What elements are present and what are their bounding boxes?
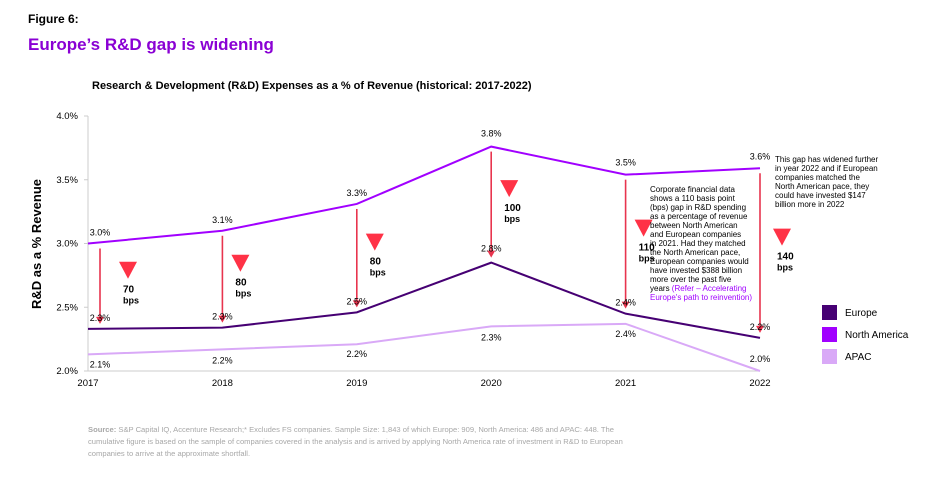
annotation-2022-line: could have invested $147 [775,191,866,200]
data-label: 2.5% [347,296,368,306]
gap-down-triangle-icon [634,219,653,237]
x-tick-label: 2017 [77,378,98,389]
gap-unit: bps [370,268,386,278]
gap-unit: bps [639,254,655,264]
series-line-europe [87,261,761,339]
gap-value: 80 [370,257,382,268]
annotation-2021-line: Corporate financial data [650,185,735,194]
series-line-apac [87,322,761,372]
x-tick-label: 2019 [346,378,367,389]
gap-down-triangle-icon [231,254,250,272]
legend-label: Europe [845,308,878,319]
gap-value: 140 [777,252,794,263]
legend-swatch [822,349,837,364]
figure-label: Figure 6: [28,12,79,26]
annotation-2021-line: (bps) gap in R&D spending [650,203,746,212]
y-tick-label: 2.0% [56,366,78,377]
annotation-2021-line: the North American pace, [650,248,740,257]
data-label: 3.0% [90,228,111,238]
annotation-2021-line: shows a 110 basis point [650,194,736,203]
data-label: 3.8% [481,129,502,139]
data-label: 3.1% [212,215,233,225]
data-label: 2.2% [347,349,368,359]
data-label: 3.5% [615,158,636,168]
source-label: Source: [88,425,117,434]
annotation-2021-line: as a percentage of revenue [650,212,748,221]
data-label: 3.3% [347,188,368,198]
y-axis-label: R&D as a % Revenue [29,179,44,309]
x-tick-label: 2021 [615,378,636,389]
annotation-2021-line: in 2021. Had they matched [650,239,746,248]
data-label: 3.6% [750,151,771,161]
series-line-north-america [87,145,761,245]
headline: Europe’s R&D gap is widening [28,35,274,54]
gap-unit: bps [123,296,139,306]
data-label: 2.3% [481,332,502,342]
gap-value: 100 [504,203,521,214]
annotation-2022-line: billion more in 2022 [775,200,845,209]
gap-value: 110 [639,243,656,254]
data-label: 2.2% [750,322,771,332]
gap-unit: bps [777,263,793,273]
y-tick-label: 4.0% [56,111,78,122]
source-note: Source: S&P Capital IQ, Accenture Resear… [88,424,648,460]
annotation-2021-tail: years (Refer – Accelerating [650,284,747,293]
gap-arrowhead [218,315,227,323]
gap-unit: bps [504,214,520,224]
gap-down-triangle-icon [365,233,384,251]
gap-down-triangle-icon [773,228,791,246]
legend-label: APAC [845,352,872,363]
gap-value: 70 [123,285,135,296]
gap-unit: bps [235,289,251,299]
annotation-2021-line: more over the past five [650,275,732,284]
annotation-2021-line: have invested $388 billion [650,266,742,275]
annotation-2021-tail-text: years [650,284,672,293]
annotation-2022-line: in year 2022 and if European [775,164,878,173]
gap-arrowhead [487,250,496,258]
data-label: 2.3% [212,312,233,322]
annotation-2021-line: and European companies [650,230,741,239]
gap-arrowhead [621,301,630,309]
x-tick-label: 2020 [481,378,502,389]
legend-swatch [822,305,837,320]
annotation-link[interactable]: (Refer – Accelerating [672,284,747,293]
data-label: 2.3% [90,313,111,323]
y-tick-label: 3.0% [56,239,78,250]
data-label: 2.0% [750,354,771,364]
gap-arrowhead [756,325,764,333]
annotation-2022-line: This gap has widened further [775,155,879,164]
x-tick-label: 2018 [212,378,233,389]
annotation-link[interactable]: Europe's path to reinvention) [650,293,752,302]
legend-label: North America [845,330,909,341]
data-label: 2.1% [90,359,111,369]
data-label: 2.4% [615,329,636,339]
annotation-2022-line: North American pace, they [775,182,869,191]
gap-arrowhead [96,316,104,324]
gap-arrowhead [352,300,361,308]
chart-title: Research & Development (R&D) Expenses as… [92,80,532,92]
data-label: 2.8% [481,244,502,254]
data-label: 2.4% [615,298,636,308]
annotation-2021-line: between North American [650,221,738,230]
gap-value: 80 [235,278,247,289]
annotation-2021-line: European companies would [650,257,749,266]
data-label: 2.2% [212,355,233,365]
source-text: S&P Capital IQ, Accenture Research;* Exc… [88,425,623,458]
gap-down-triangle-icon [119,261,137,279]
x-tick-label: 2022 [749,378,770,389]
legend-swatch [822,327,837,342]
y-tick-label: 2.5% [56,302,78,313]
annotation-2022-line: companies matched the [775,173,860,182]
gap-down-triangle-icon [500,180,519,198]
y-tick-label: 3.5% [56,175,78,186]
